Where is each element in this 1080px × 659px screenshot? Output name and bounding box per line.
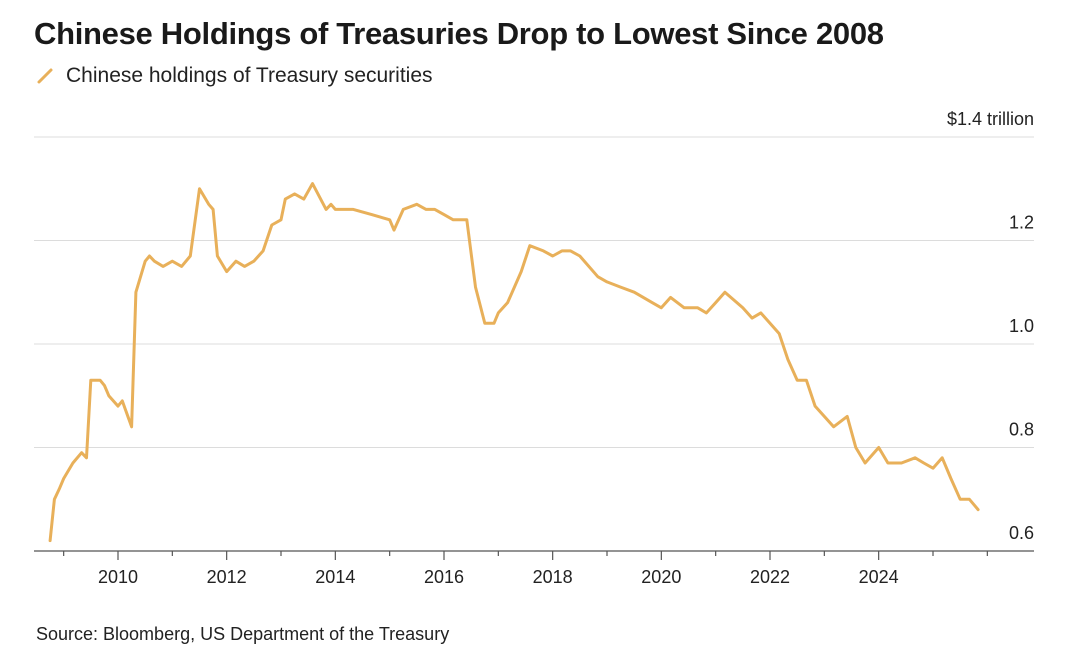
x-axis-labels: 2010 2012 2014 2016 2018 2020 2022 2024 xyxy=(98,567,899,587)
x-tick-label: 2020 xyxy=(641,567,681,587)
legend-swatch-icon xyxy=(37,68,53,84)
chart-title: Chinese Holdings of Treasuries Drop to L… xyxy=(34,16,884,51)
x-tick-label: 2014 xyxy=(315,567,355,587)
source-note: Source: Bloomberg, US Department of the … xyxy=(36,624,450,644)
x-tick-label: 2010 xyxy=(98,567,138,587)
gridlines xyxy=(34,136,1034,448)
x-tick-label: 2024 xyxy=(859,567,899,587)
x-tick-label: 2018 xyxy=(533,567,573,587)
y-tick-label: 1.2 xyxy=(1009,213,1034,233)
series-line xyxy=(48,182,980,543)
x-tick-label: 2016 xyxy=(424,567,464,587)
series-layer xyxy=(48,182,980,543)
y-tick-label: 0.6 xyxy=(1009,523,1034,543)
x-tick-label: 2012 xyxy=(207,567,247,587)
legend: Chinese holdings of Treasury securities xyxy=(36,64,433,88)
legend-label: Chinese holdings of Treasury securities xyxy=(66,64,433,87)
y-tick-label: 0.8 xyxy=(1009,420,1034,440)
y-axis-labels: 0.6 0.8 1.0 1.2 $1.4 trillion xyxy=(947,109,1034,543)
y-tick-label: 1.0 xyxy=(1009,316,1034,336)
y-tick-label: $1.4 trillion xyxy=(947,109,1034,129)
x-axis xyxy=(34,550,1034,560)
x-tick-label: 2022 xyxy=(750,567,790,587)
